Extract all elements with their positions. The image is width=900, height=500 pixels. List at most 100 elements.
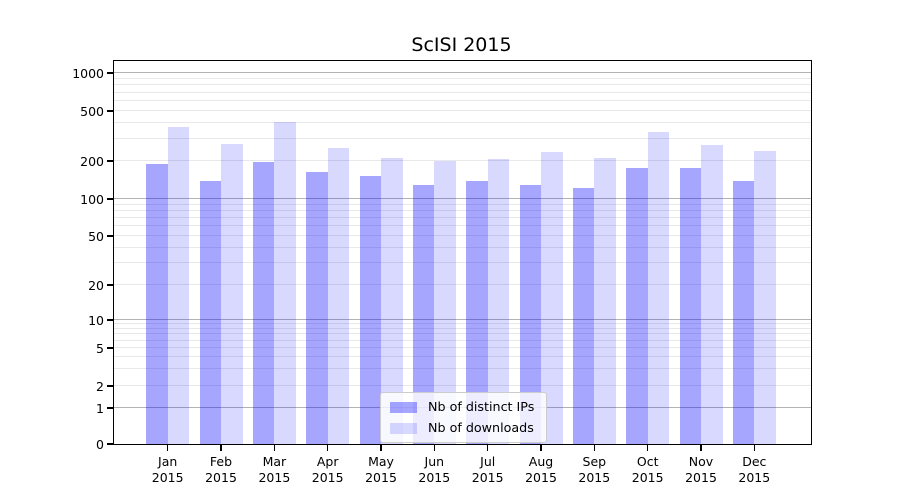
gridline-900 — [114, 77, 811, 79]
bar-downloads-oct — [647, 132, 670, 444]
y-tick-10 — [107, 319, 113, 321]
gridline-700 — [114, 91, 811, 93]
x-tick-may — [380, 445, 382, 451]
y-tick-2 — [107, 385, 113, 387]
gridline-70 — [114, 217, 811, 218]
legend-swatch-downloads-icon — [390, 422, 417, 434]
bar-downloads-jun — [434, 161, 456, 444]
legend: Nb of distinct IPs Nb of downloads — [380, 392, 548, 443]
bar-distinct-ips-oct — [626, 168, 648, 444]
x-tick-nov — [700, 445, 702, 451]
chart-title: ScISI 2015 — [411, 34, 512, 56]
gridline-6 — [114, 339, 811, 341]
x-tick-label-jul: Jul 2015 — [471, 454, 504, 485]
y-tick-label-200: 200 — [80, 153, 104, 169]
bar-downloads-mar — [274, 122, 296, 444]
x-tick-label-oct: Oct 2015 — [631, 454, 664, 485]
x-tick-mar — [273, 445, 276, 451]
y-tick-label-0: 0 — [96, 436, 104, 452]
y-tick-100 — [107, 198, 113, 200]
y-tick-label-2: 2 — [96, 378, 104, 394]
y-tick-label-10: 10 — [88, 312, 104, 328]
gridline-9 — [114, 323, 811, 325]
gridline-4 — [114, 356, 811, 358]
y-tick-200 — [107, 160, 113, 162]
bar-distinct-ips-aug — [519, 184, 541, 444]
x-tick-label-aug: Aug 2015 — [525, 454, 557, 485]
gridline-100 — [114, 198, 811, 199]
y-tick-5 — [107, 347, 113, 349]
bar-downloads-jan — [167, 127, 190, 444]
x-tick-apr — [327, 445, 329, 451]
x-tick-label-dec: Dec 2015 — [738, 454, 771, 485]
x-tick-oct — [647, 445, 649, 451]
x-tick-jan — [167, 445, 169, 451]
x-tick-label-jun: Jun 2015 — [418, 454, 451, 485]
gridline-1000 — [114, 72, 811, 73]
legend-label-downloads: Nb of downloads — [428, 420, 534, 435]
bar-downloads-feb — [221, 143, 243, 444]
gridline-8 — [114, 328, 811, 329]
plot-area: 0 1 2 5 10 20 50 100 200 500 1000 Jan 2015 Feb 2015 Ma… — [72, 60, 812, 485]
x-tick-label-feb: Feb 2015 — [205, 454, 237, 485]
bar-downloads-apr — [327, 147, 350, 444]
gridline-40 — [114, 246, 811, 248]
x-tick-jun — [433, 445, 435, 451]
x-tick-label-may: May 2015 — [365, 454, 397, 485]
bar-distinct-ips-sep — [572, 188, 595, 444]
y-tick-50 — [107, 235, 113, 237]
y-tick-500 — [107, 110, 113, 112]
x-tick-sep — [593, 445, 595, 451]
x-tick-dec — [753, 445, 755, 451]
bar-downloads-nov — [701, 145, 723, 444]
bar-downloads-may — [381, 157, 403, 444]
y-tick-label-50: 50 — [88, 228, 104, 244]
bar-distinct-ips-may — [359, 176, 381, 444]
bar-distinct-ips-dec — [732, 180, 755, 444]
gridline-2 — [114, 385, 811, 386]
gridline-7 — [114, 333, 811, 335]
bar-downloads-jul — [487, 159, 510, 444]
gridline-800 — [114, 84, 811, 86]
gridline-3 — [114, 368, 811, 370]
bar-distinct-ips-jul — [466, 181, 488, 444]
x-tick-jul — [487, 445, 489, 451]
gridline-10 — [114, 319, 811, 320]
y-tick-label-100: 100 — [80, 191, 104, 207]
legend-item-downloads: Nb of downloads — [390, 421, 534, 435]
x-tick-label-mar: Mar 2015 — [258, 454, 291, 485]
gridline-80 — [114, 209, 811, 211]
gridline-30 — [114, 262, 811, 264]
y-tick-label-1000: 1000 — [72, 65, 104, 81]
y-tick-1 — [107, 407, 113, 409]
bar-distinct-ips-apr — [306, 171, 328, 444]
x-tick-label-sep: Sep 2015 — [578, 454, 611, 485]
bar-downloads-aug — [541, 152, 563, 444]
bar-distinct-ips-nov — [679, 168, 701, 444]
y-tick-0 — [107, 443, 113, 445]
bar-distinct-ips-jan — [146, 163, 168, 444]
gridline-200 — [114, 160, 811, 161]
gridline-300 — [114, 137, 811, 139]
y-tick-label-500: 500 — [80, 103, 104, 119]
legend-item-distinct-ips: Nb of distinct IPs — [390, 400, 534, 414]
gridline-60 — [114, 225, 811, 227]
x-tick-label-nov: Nov 2015 — [685, 454, 717, 485]
bar-downloads-sep — [594, 158, 616, 444]
bar-distinct-ips-feb — [199, 180, 221, 444]
gridline-500 — [114, 110, 811, 111]
gridline-90 — [114, 203, 811, 205]
y-tick-1000 — [107, 72, 113, 74]
bar-distinct-ips-jun — [412, 184, 435, 444]
gridline-5 — [114, 347, 811, 348]
gridline-20 — [114, 284, 811, 285]
bar-downloads-dec — [754, 151, 776, 444]
x-tick-label-apr: Apr 2015 — [311, 454, 344, 485]
y-tick-20 — [107, 284, 113, 286]
y-tick-label-5: 5 — [96, 340, 104, 356]
gridline-400 — [114, 122, 811, 124]
y-tick-label-1: 1 — [96, 400, 104, 416]
gridline-600 — [114, 100, 811, 101]
legend-label-distinct-ips: Nb of distinct IPs — [428, 399, 535, 414]
